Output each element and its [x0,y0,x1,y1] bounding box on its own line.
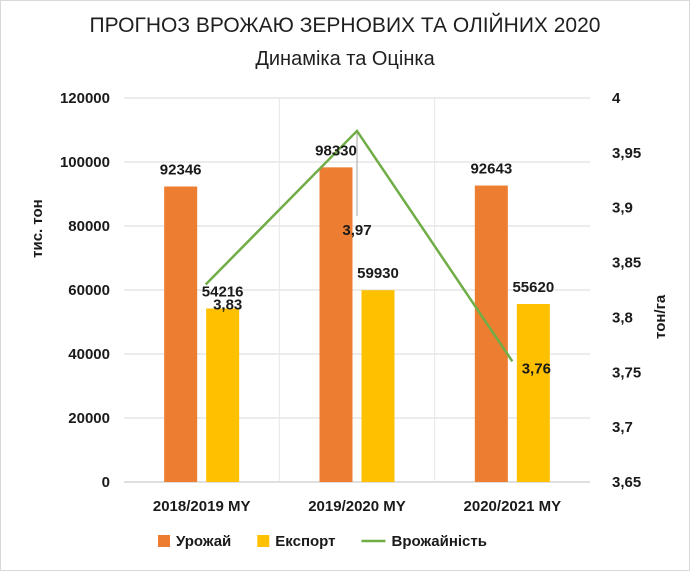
bar-export [206,308,240,482]
legend-swatch [158,535,170,547]
x-tick-label: 2019/2020 MY [308,498,406,515]
data-label-yield: 3,97 [342,222,371,239]
y-tick-label: 0 [102,474,110,491]
data-label-export: 55620 [512,279,554,296]
bar-harvest [474,185,508,482]
data-label-harvest: 98330 [315,142,357,159]
data-label-export: 59930 [357,265,399,282]
y-tick-label: 40000 [68,346,110,363]
chart-subtitle: Динаміка та Оцінка [255,48,435,70]
y2-tick-label: 4 [612,90,621,107]
y2-tick-label: 3,8 [612,309,633,326]
y2-tick-label: 3,75 [612,364,641,381]
data-label-yield: 3,83 [213,297,242,314]
yield-line [204,128,514,363]
x-tick-label: 2020/2021 MY [464,498,562,515]
bar-harvest [164,186,198,482]
data-label-export: 54216 [202,284,244,301]
chart-title: ПРОГНОЗ ВРОЖАЮ ЗЕРНОВИХ ТА ОЛІЙНИХ 2020 [89,14,601,37]
legend-label: Врожайність [391,533,486,550]
y2-tick-label: 3,7 [612,419,633,436]
y-tick-label: 80000 [68,218,110,235]
y-axis-title: тис. тон [29,199,46,258]
legend-label: Експорт [275,533,335,550]
y-tick-label: 100000 [60,154,110,171]
y-tick-label: 60000 [68,282,110,299]
y-tick-label: 20000 [68,410,110,427]
x-tick-label: 2018/2019 MY [153,498,251,515]
y-tick-label: 120000 [60,90,110,107]
y2-tick-label: 3,65 [612,474,641,491]
legend-label: Урожай [176,533,231,550]
bar-export [516,304,550,482]
y2-axis-title: тон/га [652,294,669,339]
data-label-harvest: 92346 [160,161,202,178]
y2-tick-label: 3,9 [612,200,633,217]
y2-tick-label: 3,85 [612,255,641,272]
y2-tick-label: 3,95 [612,145,641,162]
legend-swatch [257,535,270,547]
bar-harvest [319,167,353,482]
bar-export [361,290,395,482]
data-label-harvest: 92643 [470,161,512,178]
data-label-yield: 3,76 [522,360,551,377]
